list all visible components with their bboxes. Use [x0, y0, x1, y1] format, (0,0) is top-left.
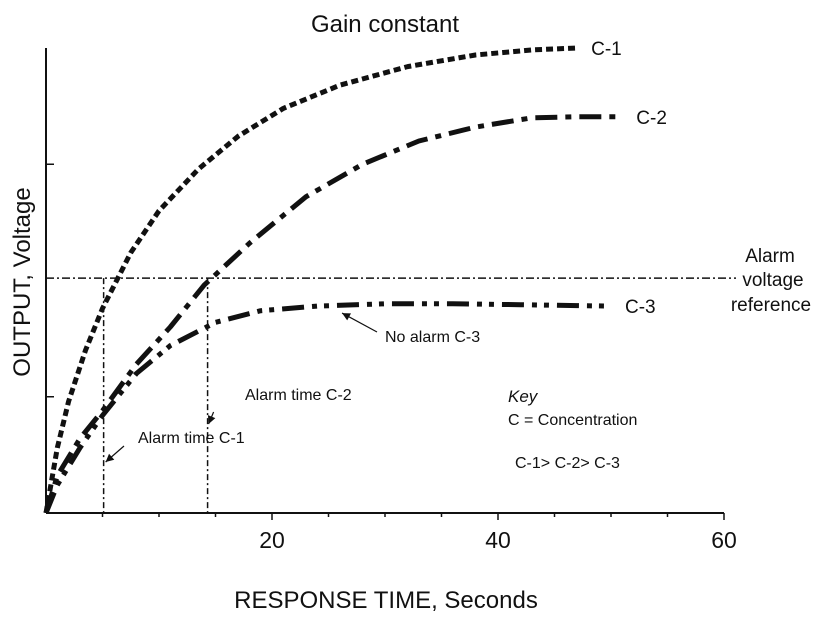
- series-label-c-1: C-1: [591, 39, 622, 60]
- x-tick-label-20: 20: [259, 527, 285, 553]
- alarm-reference-label-line1: Alarm: [745, 246, 795, 267]
- plot-area: 20 40 60 C-1 C-2 C-3: [43, 39, 737, 553]
- x-axis-label: RESPONSE TIME, Seconds: [234, 587, 538, 614]
- x-tick-label-40: 40: [485, 527, 511, 553]
- series-label-c-2: C-2: [636, 108, 667, 129]
- alarm-c1-arrow-head: [105, 453, 115, 462]
- key-line2: C-1> C-2> C-3: [515, 455, 620, 472]
- series-line-c-2: [43, 114, 623, 514]
- series-line-c-3: [43, 301, 612, 514]
- alarm-reference-label-line3: reference: [731, 295, 811, 316]
- series-line-c-1: [43, 45, 578, 514]
- alarm-c2-arrow-head: [207, 415, 216, 424]
- y-axis-label: OUTPUT, Voltage: [9, 187, 36, 376]
- key-title: Key: [508, 387, 539, 406]
- chart-title: Gain constant: [311, 11, 459, 38]
- alarm-reference-label-line2: voltage: [742, 270, 803, 291]
- alarm-time-c2-label: Alarm time C-2: [245, 387, 352, 404]
- no-alarm-c3-label: No alarm C-3: [385, 329, 480, 346]
- alarm-time-c1-label: Alarm time C-1: [138, 430, 245, 447]
- series-label-c-3: C-3: [625, 297, 656, 318]
- no-alarm-arrow-head: [342, 313, 351, 321]
- x-tick-label-60: 60: [711, 527, 737, 553]
- key-line1: C = Concentration: [508, 412, 637, 429]
